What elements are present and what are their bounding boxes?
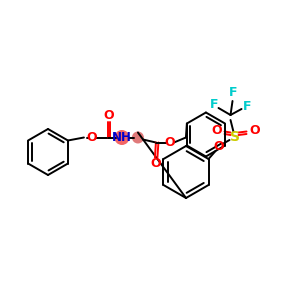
Text: NH: NH [112,131,132,144]
Text: O: O [151,157,161,170]
Text: O: O [165,136,175,149]
Text: S: S [230,130,239,144]
Text: O: O [211,124,222,136]
Text: F: F [229,86,238,100]
Text: F: F [243,100,252,113]
Text: O: O [249,124,260,136]
Ellipse shape [132,131,144,143]
Ellipse shape [114,130,129,145]
Text: O: O [213,140,224,154]
Text: O: O [87,131,97,144]
Text: F: F [210,98,219,112]
Text: O: O [103,109,114,122]
